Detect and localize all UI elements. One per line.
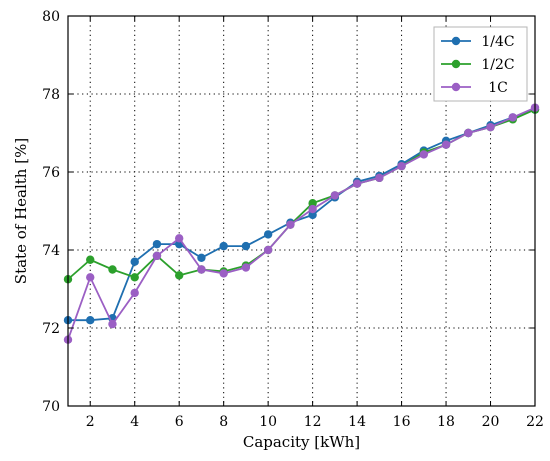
legend-label: 1C <box>488 80 508 96</box>
data-point <box>375 173 384 183</box>
data-point <box>174 234 184 243</box>
data-point <box>219 241 228 251</box>
legend-label: 1/2C <box>481 57 514 73</box>
legend-item: 1/2C <box>441 57 515 73</box>
x-tick-label: 12 <box>304 414 322 430</box>
x-tick-label: 20 <box>482 414 500 430</box>
data-point <box>174 271 184 280</box>
x-tick-label: 2 <box>86 414 95 430</box>
data-point <box>308 210 317 220</box>
x-tick-label: 16 <box>393 414 411 430</box>
data-point <box>263 245 273 255</box>
x-tick-label: 18 <box>437 414 455 430</box>
x-tick-label: 4 <box>130 414 139 430</box>
series-2 <box>63 103 540 344</box>
ticks <box>68 15 536 407</box>
y-tick-label: 76 <box>42 165 60 181</box>
legend-marker <box>451 82 461 92</box>
data-point <box>352 179 362 188</box>
series-line <box>67 106 536 341</box>
data-point <box>197 265 206 274</box>
data-point <box>308 204 317 214</box>
x-tick-label: 6 <box>175 414 184 430</box>
legend-item: 1/4C <box>441 34 515 50</box>
legend: 1/4C 1/2C 1C <box>433 26 528 102</box>
data-point <box>108 265 117 274</box>
legend-marker <box>451 36 461 46</box>
data-point <box>86 255 95 264</box>
data-point <box>241 263 251 272</box>
y-tick-label: 74 <box>42 243 60 259</box>
x-tick-label: 8 <box>219 414 228 430</box>
x-axis-title: Capacity [kWh] <box>243 433 360 451</box>
data-point <box>130 273 139 282</box>
y-axis-title: State of Health [%] <box>12 138 30 284</box>
data-point <box>86 316 95 325</box>
data-point <box>263 230 273 239</box>
data-point <box>197 253 206 262</box>
data-point <box>464 128 473 138</box>
x-tick-label: 22 <box>526 414 544 430</box>
data-point <box>130 257 139 266</box>
data-point <box>330 191 340 200</box>
x-tick-label: 14 <box>348 414 366 430</box>
legend-marker <box>451 59 461 69</box>
legend-item: 1C <box>441 80 508 96</box>
legend-label: 1/4C <box>481 34 514 50</box>
data-point <box>441 140 451 149</box>
data-point <box>86 273 95 282</box>
grid <box>68 16 535 406</box>
data-point <box>308 199 317 208</box>
data-point <box>108 319 117 329</box>
series-layer <box>63 103 540 344</box>
data-point <box>241 241 251 251</box>
data-point <box>130 288 139 298</box>
y-tick-label: 70 <box>42 399 60 415</box>
y-tick-label: 80 <box>42 9 60 25</box>
data-point <box>152 251 162 261</box>
plot-frame <box>67 15 536 407</box>
data-point <box>152 239 162 249</box>
data-point <box>486 122 495 132</box>
y-tick-label: 72 <box>42 321 60 337</box>
tick-labels: 2 4 6 8 10 12 14 16 18 20 22 70 72 74 76 78 80 <box>42 9 544 430</box>
data-point <box>286 220 295 229</box>
data-point <box>508 113 517 122</box>
x-tick-label: 10 <box>259 414 277 430</box>
data-point <box>397 161 406 171</box>
series-line <box>68 108 536 322</box>
y-tick-label: 78 <box>42 87 60 103</box>
data-point <box>219 269 228 278</box>
data-point <box>419 150 429 159</box>
